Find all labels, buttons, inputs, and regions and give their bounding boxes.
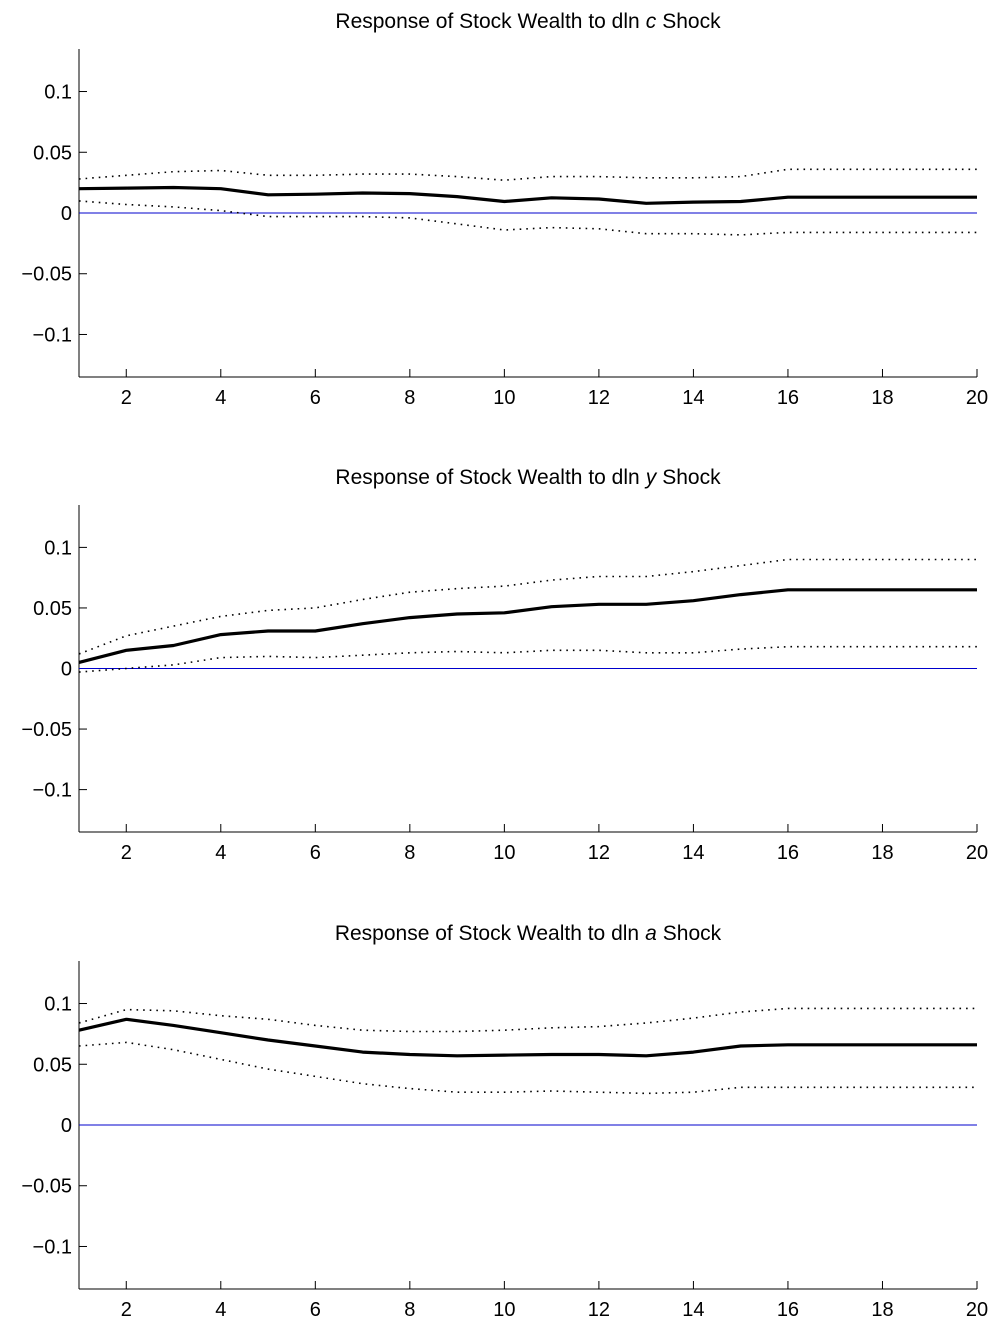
chart-title-text: Response of Stock Wealth to dln (335, 466, 639, 489)
series-response-line (78, 588, 977, 664)
x-tick-label: 20 (966, 387, 988, 409)
chart-title-text: Response of Stock Wealth to dln (335, 10, 639, 33)
x-tick-label: 14 (682, 387, 704, 409)
x-tick-label: 12 (588, 387, 610, 409)
x-tick-label: 10 (493, 387, 515, 409)
series-upper-line (78, 168, 977, 182)
x-tick-label: 4 (215, 842, 226, 864)
y-tick-label: 0.1 (44, 994, 72, 1016)
x-tick-label: 8 (404, 387, 415, 409)
chart-title: Response of Stock Wealth to dln c Shock (335, 10, 721, 33)
x-tick-label: 14 (682, 842, 704, 864)
y-tick-label: −0.05 (21, 719, 72, 741)
x-tick-label: 10 (493, 1299, 515, 1321)
series-response-line (78, 185, 977, 205)
x-tick-label: 6 (310, 387, 321, 409)
y-tick-label: 0.1 (44, 537, 72, 559)
x-tick-label: 20 (966, 842, 988, 864)
x-tick-label: 18 (871, 387, 893, 409)
x-tick-label: 18 (871, 842, 893, 864)
y-tick-label: −0.1 (33, 324, 72, 346)
y-tick-label: −0.05 (21, 264, 72, 286)
x-tick-label: 12 (588, 1299, 610, 1321)
x-tick-label: 8 (404, 1299, 415, 1321)
chart-title-variable: a (645, 922, 657, 945)
panel-dln-y-shock: Response of Stock Wealth to dln y Shock 0.1… (21, 466, 988, 864)
x-tick-label: 14 (682, 1299, 704, 1321)
x-tick-label: 18 (871, 1299, 893, 1321)
chart-title-suffix: Shock (662, 466, 721, 489)
x-tick-label: 10 (493, 842, 515, 864)
y-tick-label: −0.1 (33, 780, 72, 802)
x-tick-label: 2 (121, 842, 132, 864)
series-response-line (78, 1017, 977, 1058)
y-tick-label: −0.1 (33, 1236, 72, 1258)
series-lower-line (78, 645, 977, 673)
panel-dln-a-shock: Response of Stock Wealth to dln a Shock 0.1… (21, 922, 988, 1321)
y-tick-label: 0.05 (33, 598, 72, 620)
x-tick-label: 16 (777, 387, 799, 409)
x-tick-label: 2 (121, 387, 132, 409)
chart-title: Response of Stock Wealth to dln a Shock (335, 922, 722, 945)
x-tick-label: 20 (966, 1299, 988, 1321)
series-lower-line (78, 1041, 977, 1095)
x-tick-label: 6 (310, 842, 321, 864)
x-tick-label: 16 (777, 1299, 799, 1321)
series-upper-line (78, 1007, 977, 1033)
panel-dln-c-shock: Response of Stock Wealth to dln c Shock 0.1… (21, 10, 988, 409)
x-tick-label: 8 (404, 842, 415, 864)
y-tick-label: 0.05 (33, 142, 72, 164)
series-lower-line (78, 200, 977, 236)
y-tick-label: 0.05 (33, 1054, 72, 1076)
x-tick-label: 16 (777, 842, 799, 864)
chart-title-suffix: Shock (662, 10, 721, 33)
x-tick-label: 2 (121, 1299, 132, 1321)
y-tick-label: 0 (61, 203, 72, 225)
chart-title-variable: c (646, 10, 657, 33)
chart-title-variable: y (644, 466, 658, 489)
y-tick-label: 0.1 (44, 82, 72, 104)
y-tick-label: −0.05 (21, 1176, 72, 1198)
x-tick-label: 6 (310, 1299, 321, 1321)
chart-title-text: Response of Stock Wealth to dln (335, 922, 639, 945)
x-tick-label: 4 (215, 387, 226, 409)
chart-title-suffix: Shock (663, 922, 722, 945)
y-tick-label: 0 (61, 659, 72, 681)
chart-title: Response of Stock Wealth to dln y Shock (335, 466, 721, 489)
x-tick-label: 4 (215, 1299, 226, 1321)
x-tick-label: 12 (588, 842, 610, 864)
series-upper-line (78, 558, 977, 655)
y-tick-label: 0 (61, 1115, 72, 1137)
